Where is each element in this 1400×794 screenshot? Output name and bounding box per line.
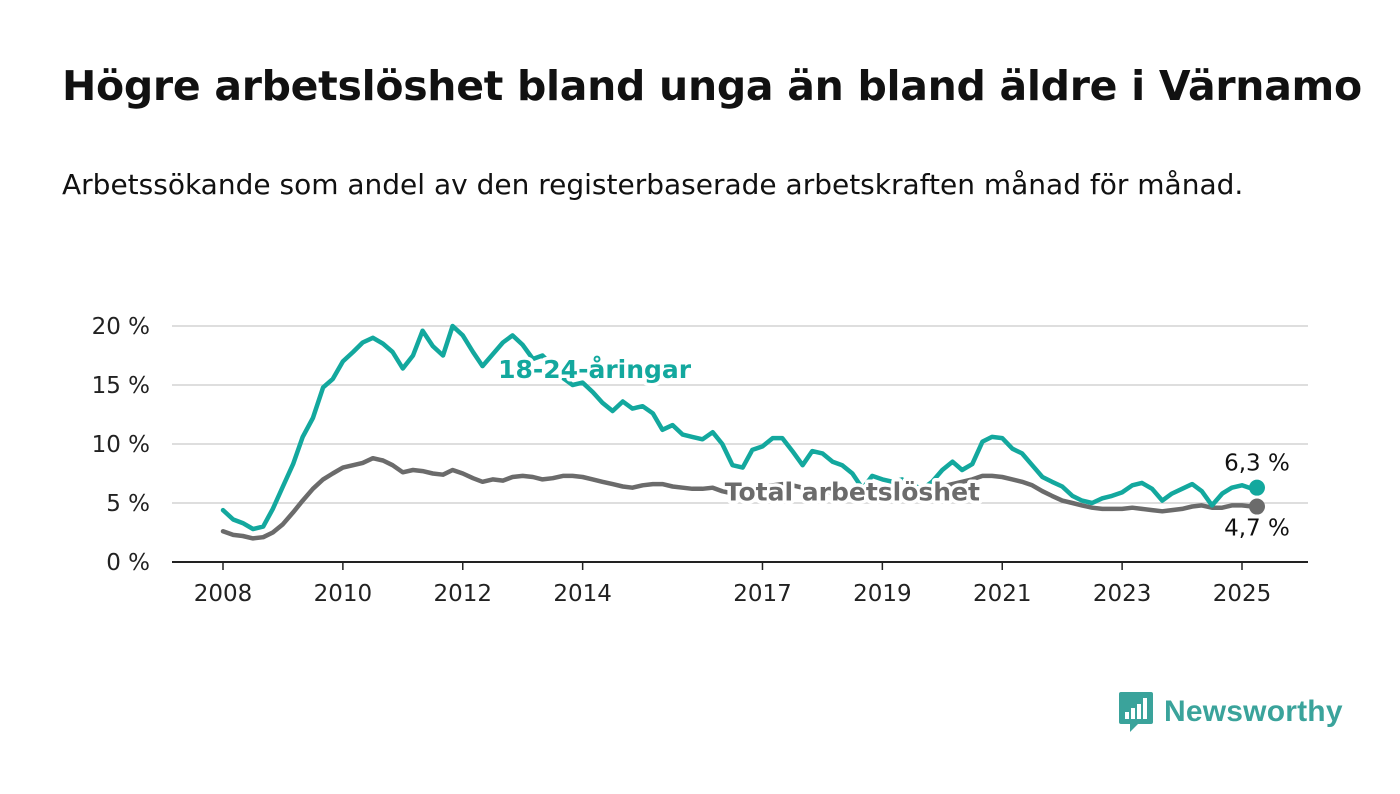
x-tick-label: 2017	[733, 581, 792, 607]
series-label: Total arbetslöshet	[725, 478, 980, 507]
y-tick-label: 20 %	[92, 314, 150, 340]
chart-title: Högre arbetslöshet bland unga än bland ä…	[62, 62, 1362, 110]
end-point-marker	[1248, 479, 1265, 496]
chart-subtitle: Arbetssökande som andel av den registerb…	[62, 168, 1244, 201]
series-line-total	[220, 455, 1260, 541]
series-line-youth	[220, 323, 1260, 532]
x-tick-label: 2023	[1093, 581, 1152, 607]
y-tick-label: 15 %	[92, 373, 150, 399]
x-tick-label: 2014	[553, 581, 612, 607]
y-tick-label: 0 %	[106, 550, 150, 576]
end-point-marker	[1248, 498, 1265, 515]
x-tick-label: 2019	[853, 581, 912, 607]
x-tick-label: 2008	[194, 581, 253, 607]
series-label: 18-24-åringar	[498, 355, 692, 384]
x-tick-label: 2012	[433, 581, 492, 607]
newsworthy-logo-text: Newsworthy	[1164, 695, 1343, 728]
end-value-label: 6,3 %	[1224, 451, 1290, 477]
newsworthy-logo: Newsworthy	[1118, 690, 1343, 734]
end-value-label: 4,7 %	[1224, 516, 1290, 542]
x-tick-label: 2021	[973, 581, 1032, 607]
y-tick-label: 10 %	[92, 432, 150, 458]
y-tick-label: 5 %	[106, 491, 150, 517]
newsworthy-logo-icon	[1119, 692, 1153, 732]
x-tick-label: 2025	[1213, 581, 1272, 607]
x-tick-label: 2010	[314, 581, 373, 607]
